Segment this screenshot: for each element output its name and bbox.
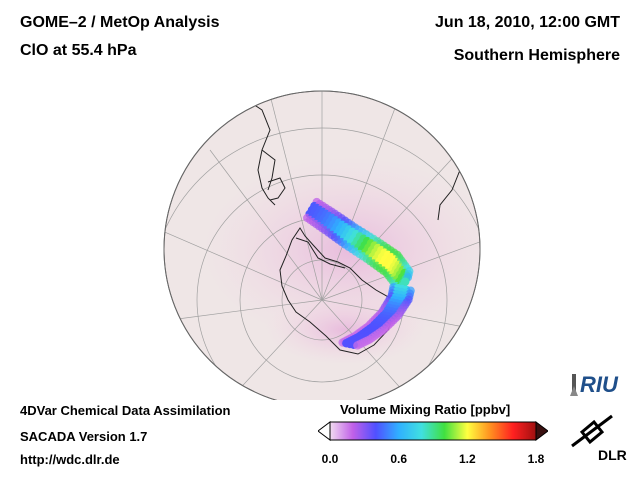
colorbar-scale	[329, 421, 537, 441]
colorbar-tick-label: 0.6	[390, 452, 407, 466]
title-date: Jun 18, 2010, 12:00 GMT	[435, 14, 620, 31]
title-species: ClO at 55.4 hPa	[20, 42, 137, 59]
riu-logo: RIU	[568, 372, 618, 398]
dlr-logo-icon	[571, 414, 613, 448]
footer-version: SACADA Version 1.7	[20, 429, 148, 444]
colorbar-tick-label: 1.2	[458, 452, 476, 466]
polar-map	[163, 90, 481, 400]
colorbar	[318, 421, 548, 441]
coastlines	[237, 94, 461, 355]
dlr-logo-text: DLR	[598, 447, 627, 463]
colorbar-low-arrow	[318, 421, 331, 441]
colorbar-tick-label: 1.8	[527, 452, 545, 466]
clo-plume	[303, 197, 415, 350]
riu-tower-icon	[570, 374, 578, 396]
globe-outline	[163, 90, 481, 400]
footer-url[interactable]: http://wdc.dlr.de	[20, 452, 120, 467]
footer-method: 4DVar Chemical Data Assimilation	[20, 403, 231, 418]
colorbar-title: Volume Mixing Ratio [ppbv]	[340, 402, 511, 417]
colorbar-tick-label: 0.0	[321, 452, 339, 466]
title-region: Southern Hemisphere	[453, 47, 620, 64]
riu-logo-text: RIU	[580, 372, 618, 397]
clo-cell	[353, 341, 362, 350]
title-instrument: GOME–2 / MetOp Analysis	[20, 14, 220, 31]
colorbar-high-arrow	[535, 421, 548, 441]
